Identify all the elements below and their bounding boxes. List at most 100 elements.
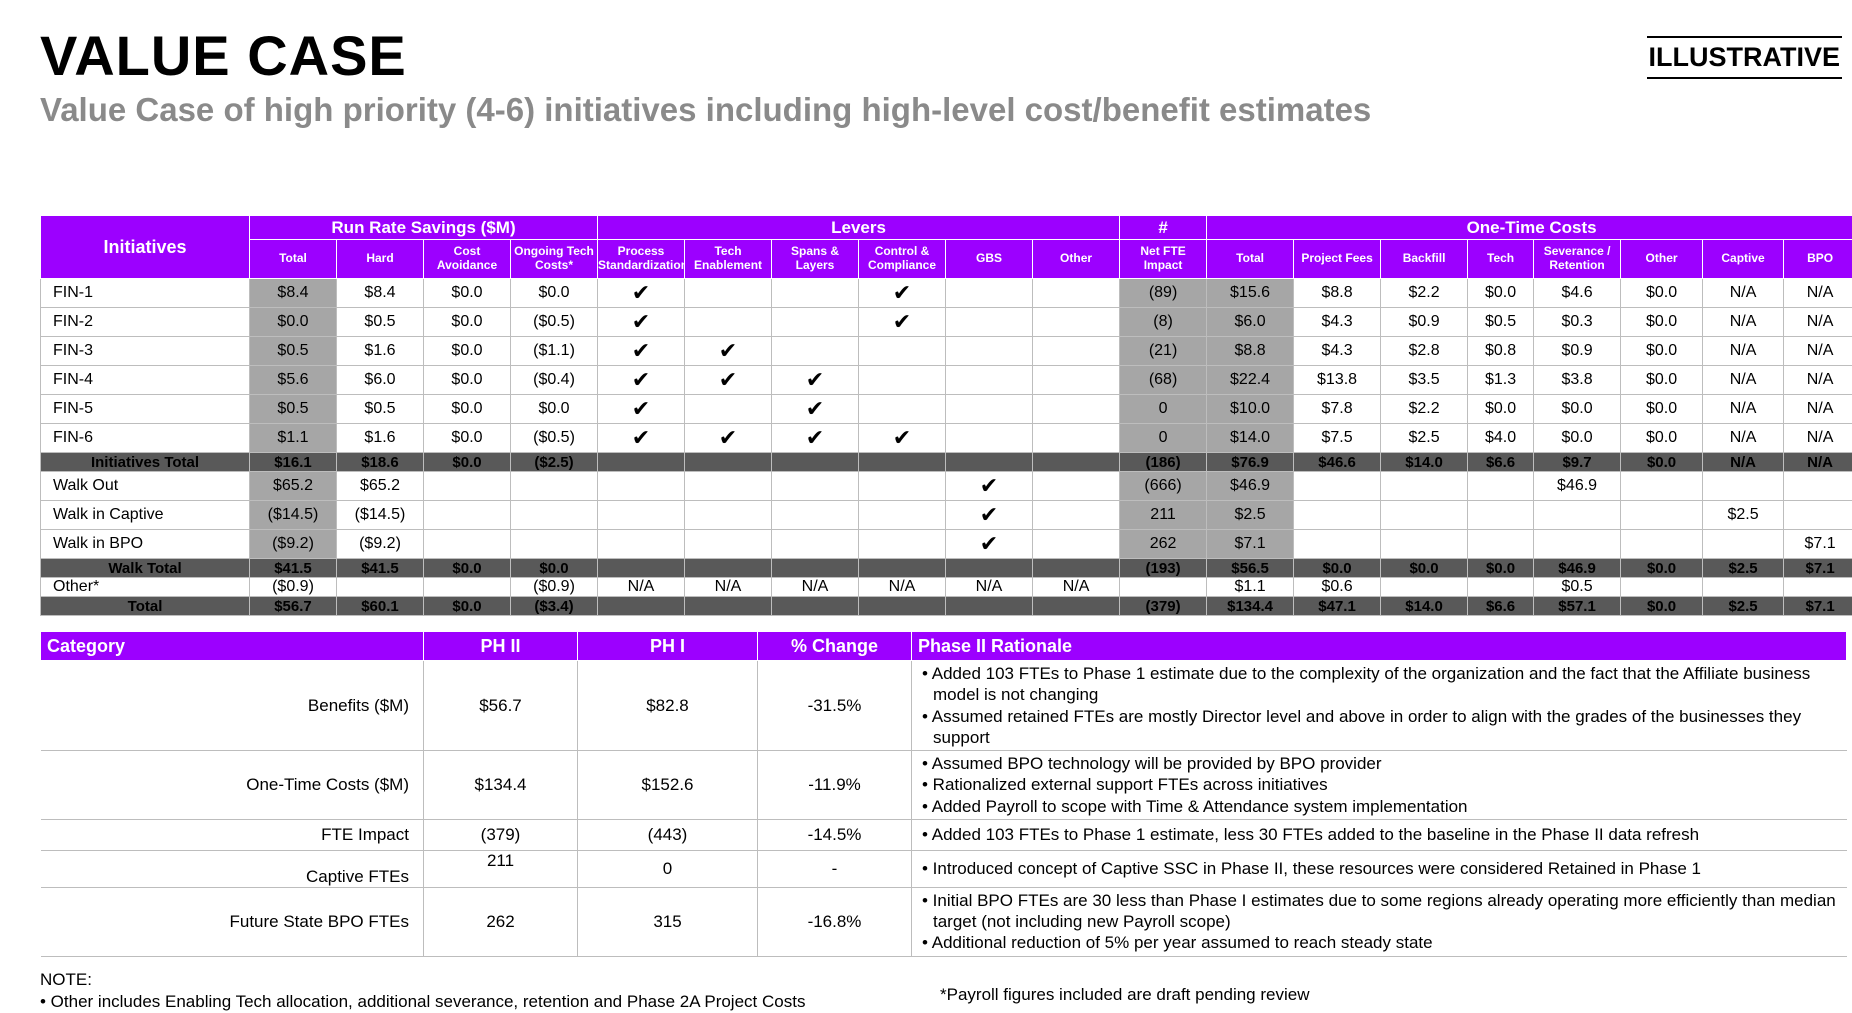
table-cell: N/A <box>1703 308 1784 337</box>
table-cell <box>1703 530 1784 559</box>
table-cell <box>685 279 772 308</box>
table-cell <box>1033 530 1120 559</box>
table-cell: N/A <box>1784 337 1852 366</box>
percent-change: - <box>758 850 912 887</box>
percent-change: -11.9% <box>758 751 912 820</box>
table-cell: $46.9 <box>1207 472 1294 501</box>
table-cell: $4.3 <box>1294 337 1381 366</box>
table-cell <box>1294 501 1381 530</box>
table-cell: $1.3 <box>1468 366 1534 395</box>
table-cell: 0 <box>1120 424 1207 453</box>
table-cell: $0.0 <box>1468 559 1534 578</box>
table-cell: $46.9 <box>1534 472 1621 501</box>
initiative-name: Total <box>41 597 250 616</box>
table-cell: $0.0 <box>1534 424 1621 453</box>
table-cell: $46.9 <box>1534 559 1621 578</box>
rationale-bullet: • Introduced concept of Captive SSC in P… <box>922 858 1843 879</box>
rationale-cell: • Added 103 FTEs to Phase 1 estimate, le… <box>912 819 1847 850</box>
check-icon: ✔ <box>632 309 650 334</box>
table-cell: $0.8 <box>1468 337 1534 366</box>
table-cell: $15.6 <box>1207 279 1294 308</box>
initiative-name: FIN-4 <box>41 366 250 395</box>
ph1-value: $152.6 <box>578 751 758 820</box>
table-cell: 0 <box>1120 395 1207 424</box>
table-cell: $0.3 <box>1534 308 1621 337</box>
table-cell <box>772 337 859 366</box>
table-cell <box>1468 530 1534 559</box>
initiative-name: FIN-2 <box>41 308 250 337</box>
table-cell <box>1621 472 1703 501</box>
table-cell: $14.0 <box>1207 424 1294 453</box>
table-cell <box>859 501 946 530</box>
table-cell: $3.5 <box>1381 366 1468 395</box>
table-cell <box>946 424 1033 453</box>
table-cell <box>1534 501 1621 530</box>
table-cell <box>685 308 772 337</box>
table-cell: $0.0 <box>1621 308 1703 337</box>
lever-cell: ✔ <box>772 424 859 453</box>
column-header: Process Standardization <box>598 240 685 279</box>
table-cell <box>946 395 1033 424</box>
table-cell: (89) <box>1120 279 1207 308</box>
table-cell: $22.4 <box>1207 366 1294 395</box>
table-cell: $6.6 <box>1468 597 1534 616</box>
payroll-note: *Payroll figures included are draft pend… <box>940 985 1309 1005</box>
table-cell <box>1381 578 1468 597</box>
table-cell: $3.8 <box>1534 366 1621 395</box>
table-cell: 211 <box>1120 501 1207 530</box>
table-cell: N/A <box>1703 366 1784 395</box>
column-header: Tech <box>1468 240 1534 279</box>
table-cell: $0.5 <box>250 337 337 366</box>
table-cell: N/A <box>1784 424 1852 453</box>
ph1-value: 315 <box>578 887 758 956</box>
check-icon: ✔ <box>893 309 911 334</box>
table-cell <box>1621 501 1703 530</box>
note-block: NOTE: • Other includes Enabling Tech all… <box>40 969 805 1013</box>
table-cell: $2.5 <box>1703 559 1784 578</box>
table-cell: $0.0 <box>424 308 511 337</box>
table-cell: $0.0 <box>1621 337 1703 366</box>
category-cell: Future State BPO FTEs <box>41 887 424 956</box>
table-cell: $14.0 <box>1381 453 1468 472</box>
table-cell: $0.0 <box>511 559 598 578</box>
ph2-value: $134.4 <box>424 751 578 820</box>
table-cell <box>1294 530 1381 559</box>
table-cell: $1.6 <box>337 424 424 453</box>
table-row: FIN-2$0.0$0.5$0.0($0.5)✔✔(8)$6.0$4.3$0.9… <box>41 308 1852 337</box>
table-cell: $0.5 <box>250 395 337 424</box>
table-cell: $41.5 <box>337 559 424 578</box>
rationale-header: Phase II Rationale <box>912 632 1847 661</box>
initiatives-header: Initiatives <box>41 216 250 279</box>
table-row: Walk Total$41.5$41.5$0.0$0.0(193)$56.5$0… <box>41 559 1852 578</box>
check-icon: ✔ <box>806 425 824 450</box>
table-cell: $60.1 <box>337 597 424 616</box>
table-cell: $65.2 <box>250 472 337 501</box>
rationale-bullet: • Added Payroll to scope with Time & Att… <box>922 796 1843 817</box>
table-cell <box>1033 501 1120 530</box>
table-row: FIN-4$5.6$6.0$0.0($0.4)✔✔✔(68)$22.4$13.8… <box>41 366 1852 395</box>
table-cell <box>511 501 598 530</box>
table-cell <box>772 308 859 337</box>
table-cell <box>337 578 424 597</box>
check-icon: ✔ <box>893 425 911 450</box>
table-cell: $8.4 <box>250 279 337 308</box>
table-cell: $0.0 <box>1468 279 1534 308</box>
table-cell: (379) <box>1120 597 1207 616</box>
table-cell: $47.1 <box>1294 597 1381 616</box>
table-cell: $4.0 <box>1468 424 1534 453</box>
rationale-bullet: • Assumed retained FTEs are mostly Direc… <box>922 706 1843 749</box>
table-cell: $9.7 <box>1534 453 1621 472</box>
phase-comparison-table: Category PH II PH I % Change Phase II Ra… <box>40 631 1847 957</box>
table-cell: N/A <box>1784 366 1852 395</box>
column-header: Hard <box>337 240 424 279</box>
lever-cell: ✔ <box>772 366 859 395</box>
lever-cell: ✔ <box>685 424 772 453</box>
one-time-costs-header: One-Time Costs <box>1207 216 1852 240</box>
table-cell: $1.1 <box>250 424 337 453</box>
comparison-row: One-Time Costs ($M)$134.4$152.6-11.9%• A… <box>41 751 1847 820</box>
table-cell: $65.2 <box>337 472 424 501</box>
check-icon: ✔ <box>632 396 650 421</box>
table-cell: $0.0 <box>1621 597 1703 616</box>
